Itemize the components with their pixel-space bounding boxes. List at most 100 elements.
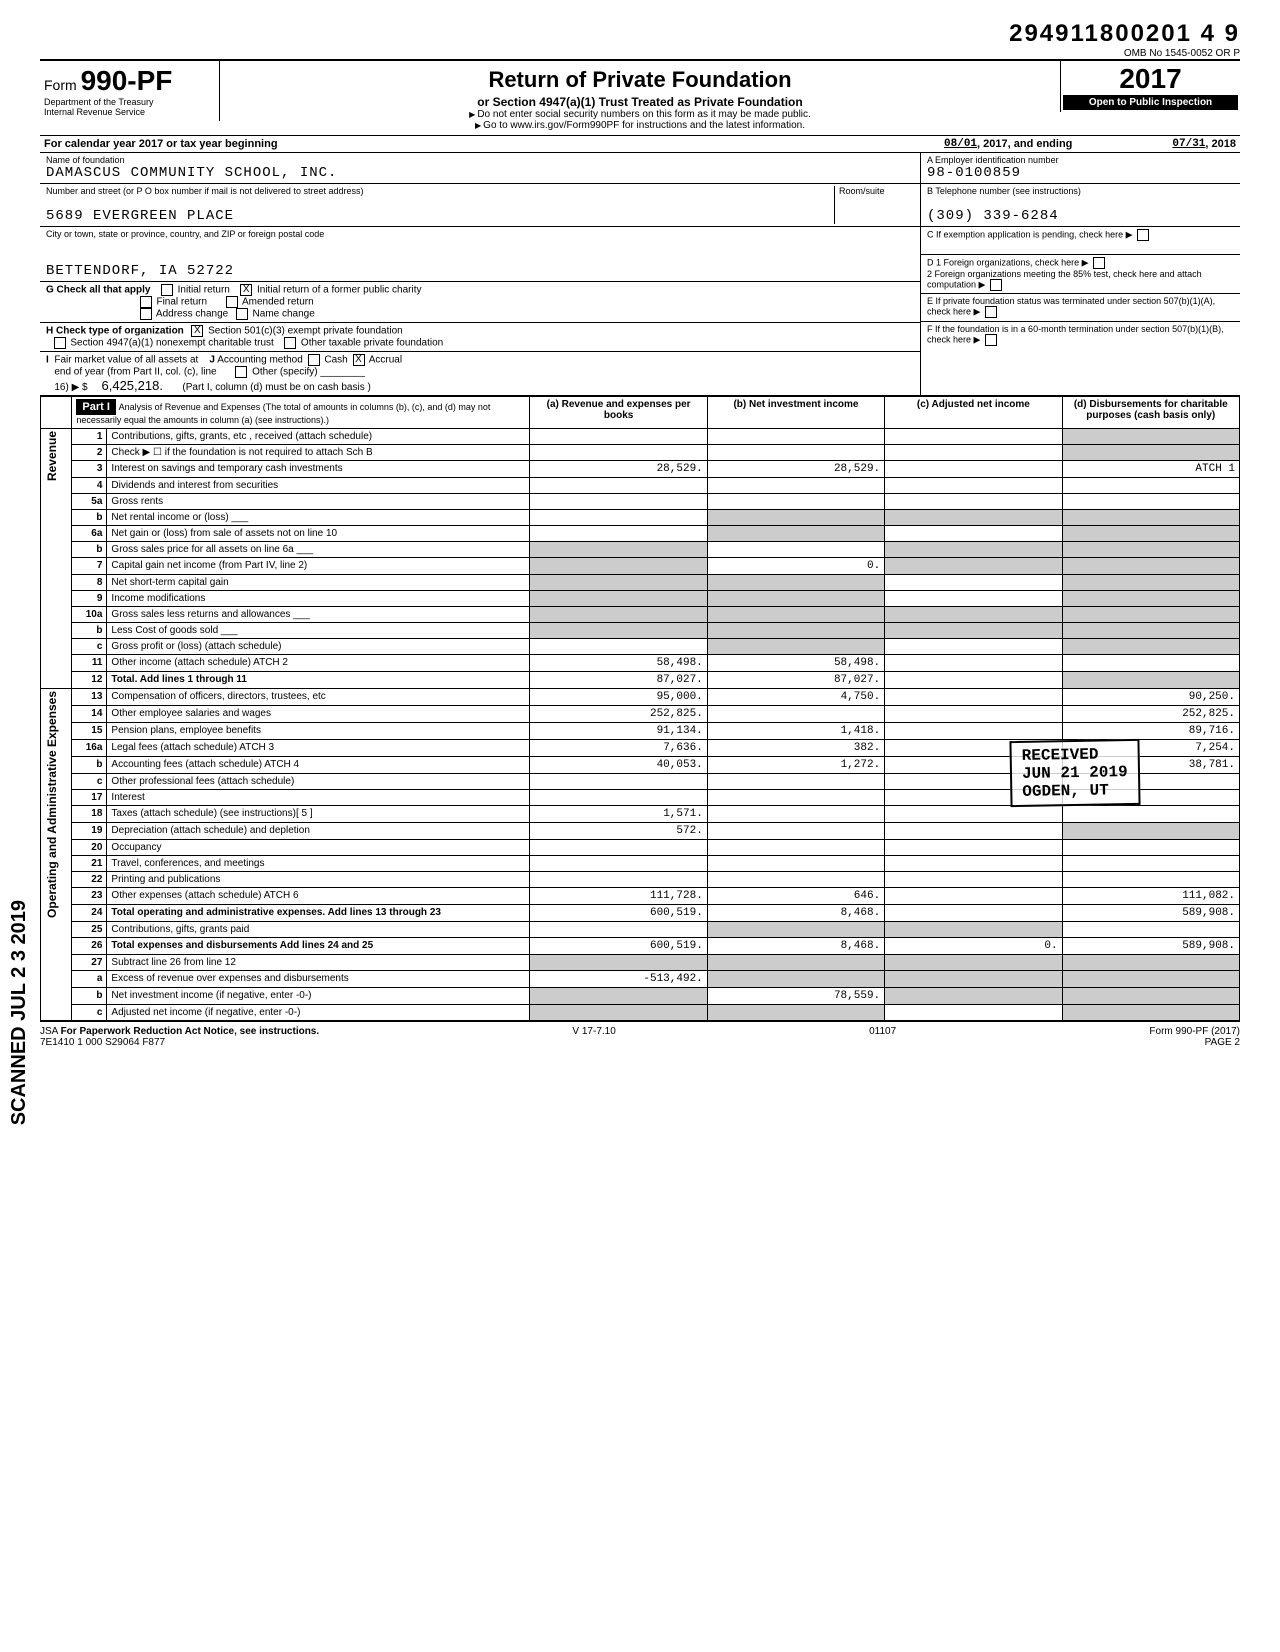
line-desc: Less Cost of goods sold ___ — [107, 623, 530, 639]
col-d: (d) Disbursements for charitable purpose… — [1062, 396, 1239, 429]
amount-b: 87,027. — [707, 672, 884, 689]
foundation-name: DAMASCUS COMMUNITY SCHOOL, INC. — [46, 165, 337, 181]
amount-a — [530, 623, 707, 639]
amount-d — [1062, 655, 1239, 672]
amount-d — [1062, 856, 1239, 872]
info-block: Name of foundation DAMASCUS COMMUNITY SC… — [40, 152, 1240, 395]
city-cell: City or town, state or province, country… — [40, 227, 920, 282]
line-desc: Travel, conferences, and meetings — [107, 856, 530, 872]
line-desc: Total operating and administrative expen… — [107, 905, 530, 922]
table-row: 26Total expenses and disbursements Add l… — [41, 938, 1240, 955]
col-b: (b) Net investment income — [707, 396, 884, 429]
form-right: 20201717 Open to Public Inspection — [1060, 61, 1240, 112]
line-number: 8 — [72, 575, 107, 591]
amount-b — [707, 806, 884, 823]
table-row: bLess Cost of goods sold ___ — [41, 623, 1240, 639]
line-number: 4 — [72, 478, 107, 494]
table-row: 10aGross sales less returns and allowanc… — [41, 607, 1240, 623]
ein: 98-0100859 — [927, 165, 1021, 181]
checkbox[interactable]: X — [240, 284, 252, 296]
line-desc: Total. Add lines 1 through 11 — [107, 672, 530, 689]
amount-a: 252,825. — [530, 706, 707, 723]
amount-c — [885, 494, 1062, 510]
amount-d: ATCH 1 — [1062, 461, 1239, 478]
amount-a — [530, 790, 707, 806]
line-desc: Gross sales less returns and allowances … — [107, 607, 530, 623]
amount-b: 8,468. — [707, 905, 884, 922]
checkbox[interactable] — [54, 337, 66, 349]
calendar-row: For calendar year 2017 or tax year begin… — [40, 135, 1240, 152]
amount-a — [530, 494, 707, 510]
line-desc: Gross profit or (loss) (attach schedule) — [107, 639, 530, 655]
amount-b — [707, 872, 884, 888]
c-cell: C If exemption application is pending, c… — [921, 227, 1240, 255]
part1-header: Part I — [76, 399, 116, 415]
ein-cell: A Employer identification number 98-0100… — [921, 153, 1240, 184]
line-number: 24 — [72, 905, 107, 922]
amount-a: 58,498. — [530, 655, 707, 672]
line-number: 20 — [72, 840, 107, 856]
checkbox[interactable] — [140, 308, 152, 320]
checkbox[interactable] — [226, 296, 238, 308]
amount-d — [1062, 955, 1239, 971]
amount-a — [530, 840, 707, 856]
checkbox[interactable] — [161, 284, 173, 296]
line-number: 13 — [72, 689, 107, 706]
line-desc: Net gain or (loss) from sale of assets n… — [107, 526, 530, 542]
foundation-name-cell: Name of foundation DAMASCUS COMMUNITY SC… — [40, 153, 920, 184]
table-row: 2Check ▶ ☐ if the foundation is not requ… — [41, 445, 1240, 461]
amount-b — [707, 1005, 884, 1021]
amount-d: 111,082. — [1062, 888, 1239, 905]
amount-a — [530, 922, 707, 938]
amount-b — [707, 494, 884, 510]
amount-b — [707, 510, 884, 526]
checkbox[interactable] — [236, 308, 248, 320]
table-row: bNet investment income (if negative, ent… — [41, 988, 1240, 1005]
amount-a — [530, 510, 707, 526]
amount-d — [1062, 494, 1239, 510]
line-desc: Depreciation (attach schedule) and deple… — [107, 823, 530, 840]
line-desc: Total expenses and disbursements Add lin… — [107, 938, 530, 955]
line-number: 25 — [72, 922, 107, 938]
amount-c — [885, 706, 1062, 723]
line-desc: Check ▶ ☐ if the foundation is not requi… — [107, 445, 530, 461]
amount-b: 1,272. — [707, 757, 884, 774]
line-number: 12 — [72, 672, 107, 689]
amount-c — [885, 955, 1062, 971]
form-number: Form 990-PF — [44, 65, 215, 97]
amount-b — [707, 607, 884, 623]
table-row: 25Contributions, gifts, grants paid — [41, 922, 1240, 938]
checkbox[interactable] — [140, 296, 152, 308]
amount-c — [885, 558, 1062, 575]
amount-d — [1062, 823, 1239, 840]
table-row: 24Total operating and administrative exp… — [41, 905, 1240, 922]
amount-a: 40,053. — [530, 757, 707, 774]
table-row: bGross sales price for all assets on lin… — [41, 542, 1240, 558]
amount-a — [530, 1005, 707, 1021]
line-number: 3 — [72, 461, 107, 478]
d-cell: D 1 Foreign organizations, check here ▶ … — [921, 255, 1240, 294]
amount-b — [707, 922, 884, 938]
amount-a — [530, 542, 707, 558]
line-number: b — [72, 623, 107, 639]
amount-b — [707, 790, 884, 806]
amount-b — [707, 774, 884, 790]
amount-b — [707, 575, 884, 591]
checkbox[interactable] — [284, 337, 296, 349]
line-number: c — [72, 774, 107, 790]
amount-a — [530, 639, 707, 655]
amount-a: 111,728. — [530, 888, 707, 905]
amount-a — [530, 526, 707, 542]
amount-d — [1062, 1005, 1239, 1021]
amount-b — [707, 823, 884, 840]
amount-c — [885, 689, 1062, 706]
telephone: (309) 339-6284 — [927, 208, 1059, 224]
e-cell: E If private foundation status was termi… — [921, 294, 1240, 322]
received-stamp: RECEIVED JUN 21 2019 OGDEN, UT — [1010, 739, 1141, 807]
table-row: 14Other employee salaries and wages252,8… — [41, 706, 1240, 723]
table-row: 18Taxes (attach schedule) (see instructi… — [41, 806, 1240, 823]
form-header: Form 990-PF Department of the Treasury I… — [40, 59, 1240, 135]
line-number: 26 — [72, 938, 107, 955]
line-desc: Other employee salaries and wages — [107, 706, 530, 723]
checkbox[interactable]: X — [191, 325, 203, 337]
